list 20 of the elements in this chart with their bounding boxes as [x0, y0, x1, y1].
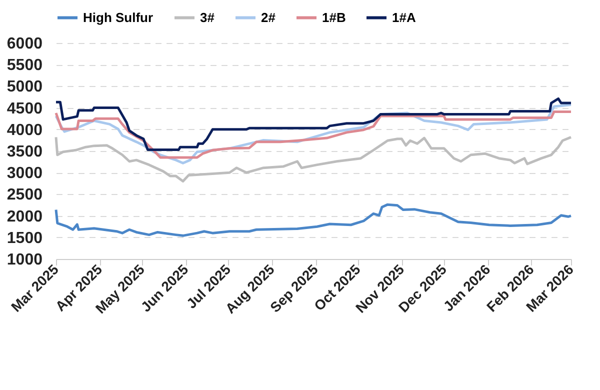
y-tick-label: 3000 [6, 165, 43, 182]
y-tick-label: 3500 [6, 144, 43, 160]
line-series [54, 203, 572, 237]
y-tick-label: 5500 [6, 57, 43, 74]
legend-label: 1#B [322, 10, 346, 25]
legend-label: 3# [200, 10, 216, 25]
y-tick-label: 2500 [6, 186, 43, 204]
legend-label: 1#A [392, 10, 416, 25]
y-tick-label: 2000 [6, 208, 43, 226]
y-tick-label: 5000 [6, 78, 43, 96]
line-series [54, 110, 572, 159]
line-series [54, 136, 572, 182]
y-tick-label: 4000 [6, 122, 43, 139]
line-series [54, 97, 572, 151]
legend-label: 2# [261, 10, 276, 25]
y-tick-label: 4500 [6, 100, 43, 118]
y-tick-label: 6000 [6, 36, 43, 52]
legend-label: High Sulfur [83, 10, 154, 25]
y-tick-label: 1000 [6, 252, 43, 268]
y-tick-label: 1500 [6, 230, 43, 247]
